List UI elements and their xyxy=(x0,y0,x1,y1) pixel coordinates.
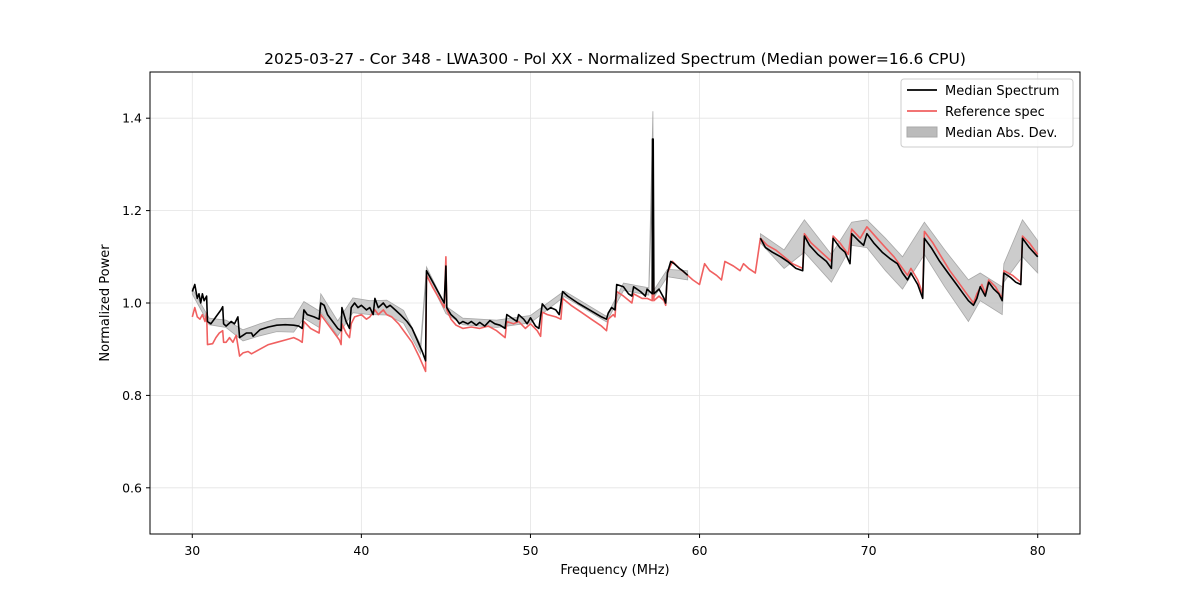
y-tick-label: 0.6 xyxy=(122,480,142,495)
median-spectrum-line xyxy=(759,232,1039,307)
x-tick-label: 70 xyxy=(861,543,877,558)
legend-box xyxy=(900,78,1074,148)
y-tick-label: 1.2 xyxy=(122,203,142,218)
median-spectrum-line xyxy=(191,138,689,362)
x-tick-label: 60 xyxy=(692,543,708,558)
y-axis-label: Normalized Power xyxy=(98,244,113,362)
x-tick-label: 30 xyxy=(184,543,200,558)
legend: Median Spectrum Reference spec Median Ab… xyxy=(900,78,1074,148)
x-tick-label: 80 xyxy=(1030,543,1046,558)
y-tick-label: 1.4 xyxy=(122,111,142,126)
legend-label-median: Median Spectrum xyxy=(945,84,1059,99)
legend-swatch-mad xyxy=(906,126,938,138)
y-tick-label: 1.0 xyxy=(122,296,142,311)
legend-label-mad: Median Abs. Dev. xyxy=(945,126,1057,141)
x-tick-label: 40 xyxy=(353,543,369,558)
mad-band-area xyxy=(191,111,689,356)
legend-label-reference: Reference spec xyxy=(945,105,1045,120)
series-lines xyxy=(191,138,1039,373)
chart-title: 2025-03-27 - Cor 348 - LWA300 - Pol XX -… xyxy=(264,50,966,68)
axes: 30 40 50 60 70 80 0.6 0.8 1.0 1.2 1.4 xyxy=(122,71,1081,558)
x-axis-label: Frequency (MHz) xyxy=(560,563,669,578)
reference-spectrum-line xyxy=(191,226,1039,373)
x-tick-label: 50 xyxy=(523,543,539,558)
y-tick-label: 0.8 xyxy=(122,388,142,403)
